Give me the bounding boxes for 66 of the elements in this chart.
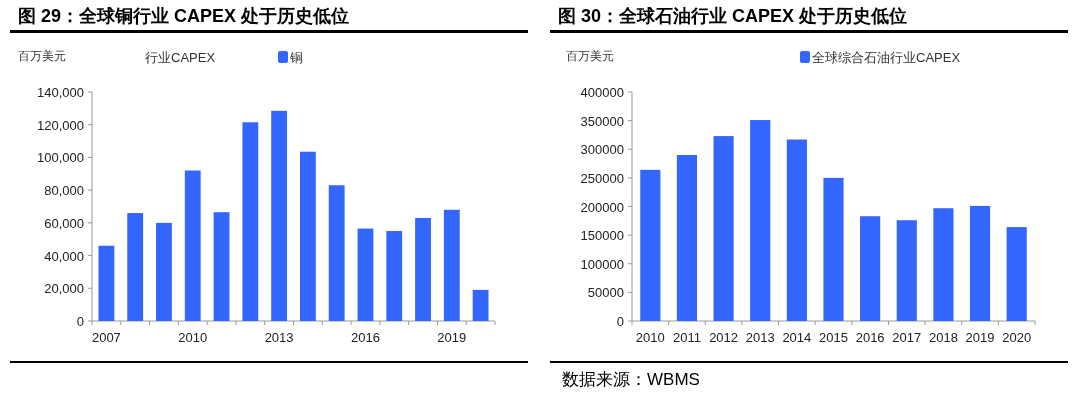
x-tick-label: 2007	[91, 330, 121, 345]
x-tick-label: 2018	[928, 330, 958, 345]
legend-label: 铜	[289, 50, 303, 65]
y-axis-title: 百万美元	[566, 49, 614, 63]
bar	[299, 151, 316, 321]
x-tick-label: 2010	[635, 330, 665, 345]
y-tick-label: 250000	[580, 170, 624, 186]
y-tick-label: 100,000	[37, 150, 84, 166]
y-tick-label: 0	[76, 314, 84, 329]
x-tick-label: 2010	[178, 330, 208, 345]
bar	[713, 136, 734, 321]
bar	[1006, 227, 1027, 321]
bar	[156, 222, 172, 321]
bar	[271, 110, 288, 321]
y-tick-label: 40,000	[44, 248, 84, 264]
bar	[127, 213, 144, 321]
x-tick-label: 2016	[351, 330, 380, 345]
y-tick-label: 80,000	[44, 183, 84, 199]
chart-subtitle: 行业CAPEX	[145, 50, 216, 65]
x-tick-label: 2020	[1002, 330, 1032, 345]
bar	[98, 245, 115, 321]
x-tick-label: 2015	[819, 330, 848, 345]
bar	[933, 208, 954, 321]
y-tick-label: 120,000	[37, 117, 84, 133]
bar	[213, 212, 230, 321]
bar	[969, 205, 991, 321]
x-tick-label: 2013	[264, 330, 294, 345]
y-tick-label: 0	[616, 314, 624, 329]
y-tick-label: 60,000	[44, 215, 84, 231]
bar	[184, 170, 201, 321]
y-tick-label: 50000	[587, 285, 624, 301]
bar	[750, 120, 771, 321]
x-tick-label: 2019	[965, 330, 995, 345]
x-tick-label: 2013	[745, 330, 775, 345]
bar	[860, 216, 881, 321]
x-tick-label: 2019	[437, 330, 467, 345]
y-tick-label: 300000	[580, 142, 624, 158]
bar	[386, 231, 403, 321]
source-note: 数据来源：WBMS	[562, 370, 700, 389]
bar	[640, 169, 661, 321]
y-tick-label: 20,000	[44, 281, 84, 297]
bar	[676, 154, 698, 321]
y-tick-label: 140,000	[37, 85, 84, 100]
x-tick-label: 2016	[855, 330, 885, 345]
bar	[357, 228, 374, 321]
chart-title: 图 30：全球石油行业 CAPEX 处于历史低位	[558, 6, 908, 26]
legend-label: 全球综合石油行业CAPEX	[812, 50, 961, 65]
bar	[786, 139, 807, 321]
x-tick-label: 2011	[672, 330, 701, 345]
y-tick-label: 400000	[580, 85, 624, 100]
y-tick-label: 200000	[580, 199, 624, 215]
bar	[415, 217, 431, 321]
bar	[472, 289, 489, 321]
y-tick-label: 350000	[580, 113, 624, 129]
bar	[823, 177, 844, 321]
bar	[328, 185, 345, 321]
x-tick-label: 2012	[709, 330, 739, 345]
chart-title: 图 29：全球铜行业 CAPEX 处于历史低位	[18, 6, 350, 26]
x-tick-label: 2014	[782, 330, 812, 345]
y-axis-title: 百万美元	[18, 49, 66, 63]
x-tick-label: 2017	[892, 330, 922, 345]
bar	[443, 209, 460, 321]
y-tick-label: 100000	[580, 256, 624, 272]
bar	[896, 220, 917, 321]
bar	[242, 122, 259, 321]
y-tick-label: 150000	[580, 228, 624, 244]
